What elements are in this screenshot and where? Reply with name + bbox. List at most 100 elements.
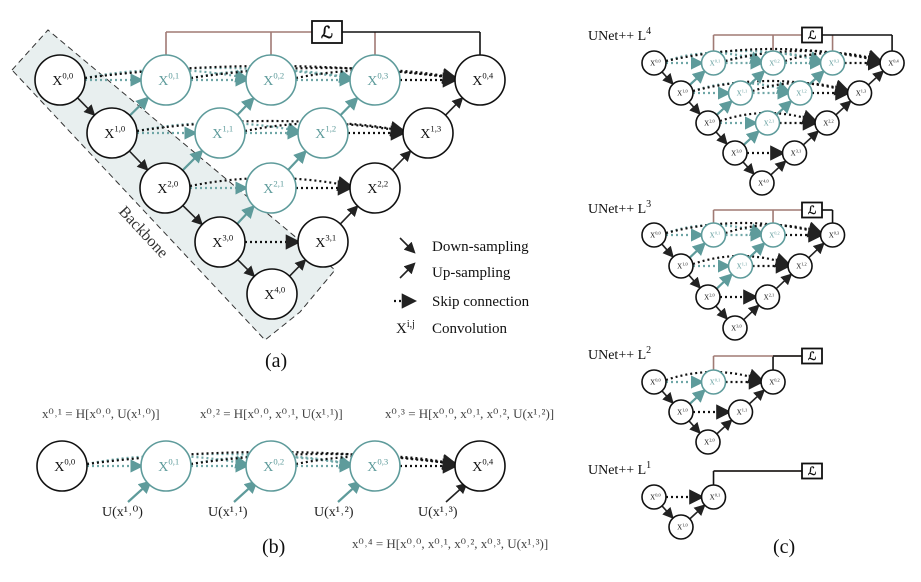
c4-skip-x00-x04 xyxy=(665,47,884,66)
c3-node-label-x00: X0,0 xyxy=(650,230,660,239)
panel-a-nodes: X0,0 X0,1 X0,2 X0,3 X0,4 X1,0 X1,1 X1,2 X1,3 X2,0… xyxy=(34,54,506,320)
c3-up-x30-x21 xyxy=(743,304,760,321)
panel-c: UNet++ L4 ℒ X0,0 X0,1 X0,2 X0,3 X0,4 X1,0 X1,1 X1… xyxy=(588,26,905,558)
c1-node-circle-x10 xyxy=(668,514,694,540)
a-node-label-x22: X2,2 xyxy=(367,179,388,197)
c4-down-x20-x30 xyxy=(715,131,728,146)
c2-up-x11-x02 xyxy=(748,389,766,405)
c3-node-x11: X1,1 xyxy=(727,253,754,279)
legend-down-arrow xyxy=(399,237,416,254)
b-node-x00: X0,0 xyxy=(36,440,88,492)
c2-node-circle-x11 xyxy=(727,399,754,425)
c1-node-label-x00: X0,0 xyxy=(650,492,660,501)
panel-b: x⁰˒¹ = H[x⁰˒⁰, U(x¹˒⁰)] x⁰˒² = H[x⁰˒⁰, x… xyxy=(36,406,554,558)
b-node-circle-x03 xyxy=(349,440,401,492)
a-loss-symbol: ℒ xyxy=(321,23,333,42)
c3-loss-box xyxy=(801,201,823,219)
a-node-circle-x11 xyxy=(194,107,246,159)
c3-down-x20-x30 xyxy=(715,305,728,320)
a-node-circle-x01 xyxy=(140,54,192,106)
c4-skip-x10-x13 xyxy=(692,79,851,96)
variant-l2: UNet++ L2 ℒ X0,0 X0,1 X0,2 X1,0 X1,1 X2,0 xyxy=(588,345,823,455)
c2-node-x02: X0,2 xyxy=(760,369,786,395)
c2-node-x20: X2,0 xyxy=(695,429,721,455)
a-node-x10: X1,0 xyxy=(86,107,138,159)
c2-node-x00: X0,0 xyxy=(641,369,667,395)
a-up-x22-x13 xyxy=(391,150,412,171)
c3-up-x12-x03 xyxy=(808,242,825,259)
c4-node-label-x00: X0,0 xyxy=(650,58,660,67)
a-node-x11: X1,1 xyxy=(194,107,246,159)
c3-node-label-x21: X2,1 xyxy=(764,292,774,301)
a-node-x01: X0,1 xyxy=(140,54,192,106)
c3-node-circle-x00 xyxy=(641,222,667,248)
b-upsample-input-3 xyxy=(337,480,362,503)
variant-l1: UNet++ L1 ℒ X0,0 X0,1 X1,0 xyxy=(588,460,823,540)
upsample-label-1: U(x¹˒⁰) xyxy=(102,505,143,520)
legend-conv-symbol: Xi,j xyxy=(396,319,415,337)
c3-node-label-x12: X1,2 xyxy=(796,261,806,270)
c2-node-label-x11: X1,1 xyxy=(737,407,747,416)
c3-up-x11-x02 xyxy=(748,242,766,259)
c4-node-label-x01: X0,1 xyxy=(710,58,720,67)
variant-title-l2: UNet++ L2 xyxy=(588,345,651,363)
c2-node-label-x01: X0,1 xyxy=(710,377,720,386)
c3-node-circle-x03 xyxy=(819,222,846,248)
a-node-x20: X2,0 xyxy=(139,162,191,214)
c3-node-label-x10: X1,0 xyxy=(677,261,687,270)
c1-node-label-x01: X0,1 xyxy=(710,492,720,501)
c3-node-label-x01: X0,1 xyxy=(710,230,720,239)
variant-l3-edges: ℒ xyxy=(661,201,834,321)
variant-title-l4: UNet++ L4 xyxy=(588,26,651,44)
c4-node-x20: X2,0 xyxy=(695,110,721,136)
variant-l3: UNet++ L3 ℒ X0,0 X0,1 X0,2 X0,3 X1,0 X1,1 X1,2 X2… xyxy=(588,199,846,341)
c2-loss-symbol: ℒ xyxy=(808,351,816,363)
a-down-x30-x40 xyxy=(237,259,256,278)
c4-node-circle-x11 xyxy=(727,80,754,106)
c2-down-x10-x20 xyxy=(688,420,701,435)
c3-node-label-x11: X1,1 xyxy=(737,261,747,270)
c4-node-circle-x03 xyxy=(819,50,846,76)
c4-loss-box xyxy=(801,26,823,44)
a-node-label-x20: X2,0 xyxy=(157,179,178,197)
c3-node-x12: X1,2 xyxy=(787,253,813,279)
a-node-label-x10: X1,0 xyxy=(104,124,125,142)
c4-node-circle-x00 xyxy=(641,50,667,76)
a-node-label-x02: X0,2 xyxy=(263,71,284,89)
c2-loss-box xyxy=(801,347,823,365)
c4-node-label-x40: X4,0 xyxy=(758,178,768,187)
c3-node-x10: X1,0 xyxy=(668,253,694,279)
a-node-label-x04: X0,4 xyxy=(472,71,494,89)
c4-node-label-x10: X1,0 xyxy=(677,88,687,97)
c4-node-x30: X3,0 xyxy=(722,140,748,166)
c4-node-x02: X0,2 xyxy=(760,50,786,76)
a-node-circle-x20 xyxy=(139,162,191,214)
c3-node-x00: X0,0 xyxy=(641,222,667,248)
upsample-label-2: U(x¹˒¹) xyxy=(208,505,248,520)
a-node-label-x40: X4,0 xyxy=(264,285,285,303)
c4-node-x22: X2,2 xyxy=(814,110,840,136)
b-upsample-input-4 xyxy=(445,482,468,503)
c3-node-label-x03: X0,3 xyxy=(829,230,839,239)
c1-node-x00: X0,0 xyxy=(641,484,667,510)
c3-node-circle-x30 xyxy=(722,315,748,341)
upsample-label-4: U(x¹˒³) xyxy=(418,505,458,520)
c4-down-x10-x20 xyxy=(688,101,701,116)
a-node-circle-x02 xyxy=(245,54,297,106)
c3-node-circle-x02 xyxy=(760,222,786,248)
c4-node-label-x22: X2,2 xyxy=(823,118,833,127)
panel-b-label: (b) xyxy=(262,536,285,558)
c2-node-label-x02: X0,2 xyxy=(769,377,779,386)
b-node-circle-x02 xyxy=(245,440,297,492)
c3-node-circle-x10 xyxy=(668,253,694,279)
a-node-x00: X0,0 xyxy=(34,54,86,106)
formula-x02: x⁰˒² = H[x⁰˒⁰, x⁰˒¹, U(x¹˒¹)] xyxy=(200,406,343,421)
c2-node-label-x00: X0,0 xyxy=(650,377,660,386)
c4-node-x03: X0,3 xyxy=(819,50,846,76)
c4-node-circle-x13 xyxy=(846,80,873,106)
c4-node-label-x21: X2,1 xyxy=(764,118,774,127)
b-node-label-x03: X0,3 xyxy=(367,457,388,475)
a-node-x40: X4,0 xyxy=(246,268,298,320)
c4-node-label-x20: X2,0 xyxy=(704,118,714,127)
